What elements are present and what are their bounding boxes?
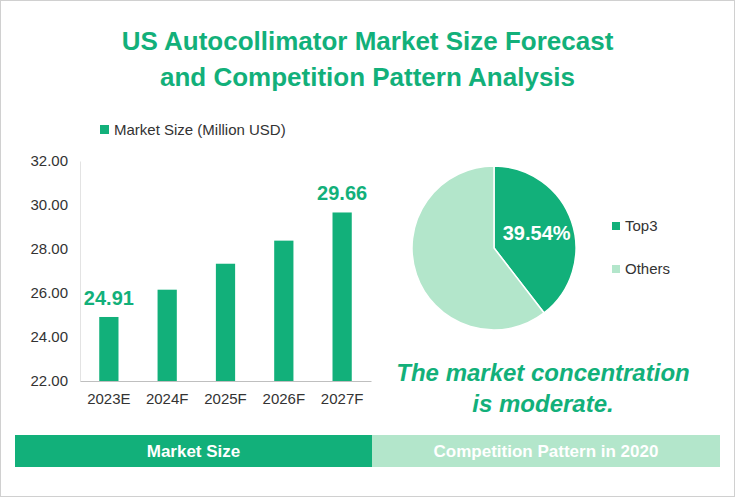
legend-label: Top3 <box>625 217 658 234</box>
x-tick-label: 2027F <box>321 390 364 407</box>
y-tick: 30.00 <box>30 196 80 213</box>
x-tick: 2026F <box>263 381 306 407</box>
bar <box>333 212 352 381</box>
data-label: 29.66 <box>317 182 367 204</box>
bar <box>158 290 177 381</box>
y-tick: 28.00 <box>30 240 80 257</box>
y-tick: 22.00 <box>30 372 80 389</box>
pie-legend: Top3 Others <box>612 217 670 277</box>
bar <box>274 241 293 381</box>
y-tick-label: 28.00 <box>30 240 68 257</box>
bar <box>99 317 118 381</box>
section-band <box>15 435 372 467</box>
y-tick: 26.00 <box>30 284 80 301</box>
annotation: is moderate. <box>472 390 613 417</box>
legend: Market Size (Million USD) <box>100 121 286 138</box>
pie-slice <box>412 166 544 330</box>
y-tick-label: 24.00 <box>30 328 68 345</box>
section-label: Competition Pattern in 2020 <box>434 442 659 461</box>
legend-label: Others <box>625 260 670 277</box>
x-tick: 2027F <box>321 381 364 407</box>
x-tick-label: 2023E <box>87 390 130 407</box>
pie-label: 39.54% <box>503 222 571 244</box>
y-tick: 32.00 <box>30 152 80 169</box>
y-tick-label: 26.00 <box>30 284 68 301</box>
x-axis: 2023E 2024F 2025F 2026F 2027F <box>81 381 372 407</box>
y-tick-label: 32.00 <box>30 152 68 169</box>
x-tick-label: 2025F <box>204 390 247 407</box>
bar <box>216 264 235 381</box>
title-line: and Competition Pattern Analysis <box>160 62 575 92</box>
chart-page: US Autocollimator Market Size Forecast an… <box>0 0 735 497</box>
data-labels: 24.91 29.66 <box>84 182 367 309</box>
section-label: Market Size <box>147 442 241 461</box>
x-tick-label: 2026F <box>263 390 306 407</box>
title-line: US Autocollimator Market Size Forecast <box>122 26 614 56</box>
y-tick-label: 22.00 <box>30 372 68 389</box>
legend-swatch <box>612 265 620 273</box>
bars <box>99 212 352 381</box>
y-tick-label: 30.00 <box>30 196 68 213</box>
x-tick: 2024F <box>146 381 189 407</box>
legend-swatch <box>100 125 109 134</box>
x-tick: 2025F <box>204 381 247 407</box>
page-frame <box>1 1 735 497</box>
data-label: 24.91 <box>84 287 134 309</box>
y-axis-line <box>80 162 81 382</box>
x-axis-line <box>81 381 372 382</box>
pie: 39.54% <box>412 166 576 330</box>
legend-swatch <box>612 222 620 230</box>
legend-label: Market Size (Million USD) <box>114 121 286 138</box>
y-axis: 22.00 24.00 26.00 28.00 30.00 32.00 <box>30 152 80 389</box>
x-tick-label: 2024F <box>146 390 189 407</box>
y-tick: 24.00 <box>30 328 80 345</box>
x-tick: 2023E <box>87 381 130 407</box>
section-band <box>372 435 720 467</box>
annotation: The market concentration <box>396 359 689 386</box>
